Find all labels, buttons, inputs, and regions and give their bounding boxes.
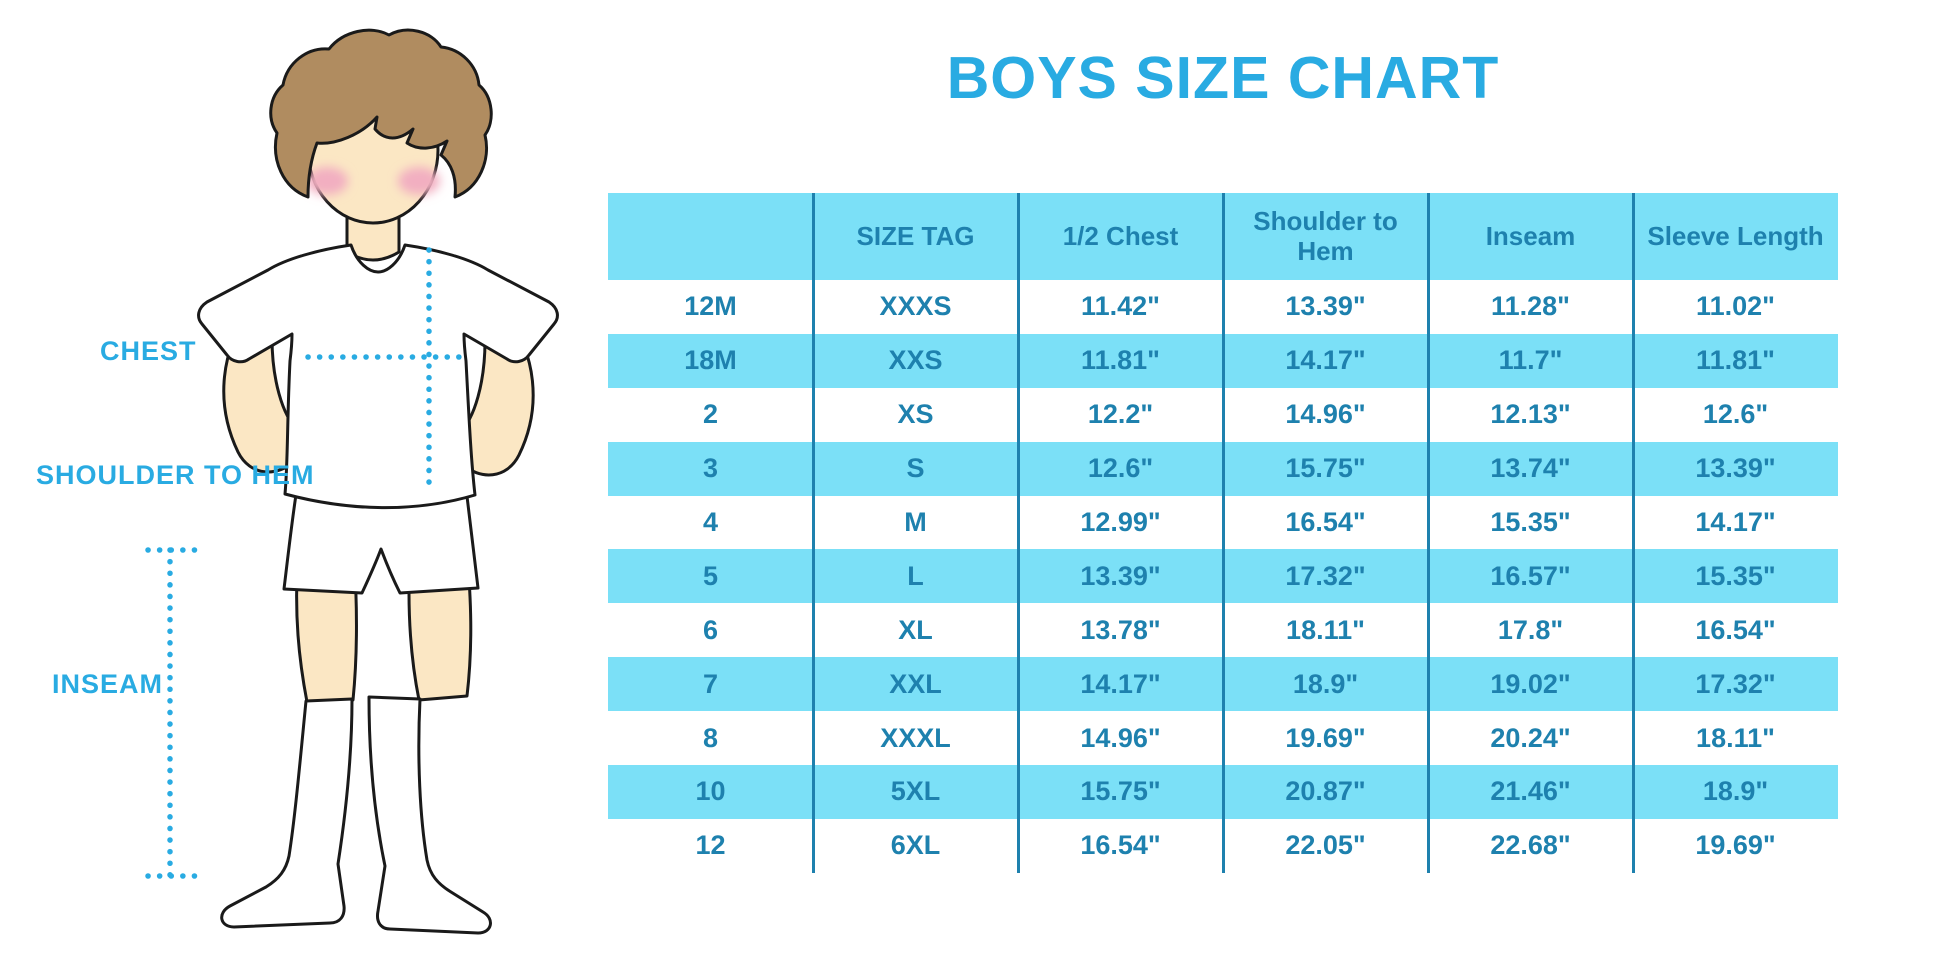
table-cell: 22.68" [1490,830,1571,861]
table-cell: 22.05" [1285,830,1366,861]
table-cell: XL [898,614,933,645]
table-cell: 14.17" [1285,345,1366,376]
table-cell: 11.81" [1696,345,1775,376]
figure-left-cheek [306,167,348,195]
column-header [608,193,813,280]
table-cell: 18.11" [1696,722,1775,753]
table-cell: XXL [889,668,942,699]
table-cell: 16.54" [1695,614,1776,645]
figure-tshirt [197,243,559,510]
table-cell: 5XL [890,776,941,807]
table-cell: 11.81" [1081,345,1160,376]
table-cell: XXS [888,345,943,376]
table-row: 4 M 12.99" 16.54" 15.35" 14.17" [608,495,1838,550]
table-cell: 12.99" [1080,507,1161,537]
table-cell: 21.46" [1490,776,1571,807]
table-row: 7 XXL 14.17" 18.9" 19.02" 17.32" [608,657,1838,712]
table-cell: 13.39" [1695,453,1776,484]
column-header: Sleeve Length [1647,220,1824,251]
size-table: SIZE TAG 1/2 Chest Shoulder to Hem Inseam Sl… [608,193,1838,873]
table-cell: L [907,560,924,591]
table-cell: 20.24" [1490,722,1571,753]
table-cell: 4 [702,507,719,537]
table-cell: 8 [702,722,719,753]
table-cell: XS [897,399,934,430]
table-cell: XXXS [879,291,952,322]
table-cell: 15.75" [1080,776,1161,807]
figure-hair [269,28,493,199]
table-cell: 13.78" [1080,614,1161,645]
table-cell: 19.02" [1490,668,1571,699]
table-cell: 15.75" [1285,453,1366,484]
inseam-label: INSEAM [52,669,164,699]
table-cell: 14.17" [1695,507,1776,537]
table-cell: 11.7" [1498,345,1563,376]
table-row: 2 XS 12.2" 14.96" 12.13" 12.6" [608,387,1838,442]
column-header: Shoulder to Hem [1253,205,1398,266]
table-cell: 12.13" [1490,399,1571,430]
chest-label: CHEST [100,336,197,366]
table-row: 10 5XL 15.75" 20.87" 21.46" 18.9" [608,765,1838,819]
table-cell: 11.02" [1696,291,1775,322]
table-cell: 13.39" [1080,560,1161,591]
table-cell: 2 [702,399,719,430]
table-cell: 16.57" [1490,560,1571,591]
table-cell: 18.9" [1702,776,1769,807]
figure-right-cheek [398,167,440,195]
table-cell: 5 [702,560,719,591]
table-row: 6 XL 13.78" 18.11" 17.8" 16.54" [608,603,1838,658]
table-cell: 11.42" [1081,291,1160,322]
table-cell: 19.69" [1695,830,1776,861]
table-cell: 11.28" [1491,291,1570,322]
table-cell: 19.69" [1285,722,1366,753]
table-row: 12 6XL 16.54" 22.05" 22.68" 19.69" [608,818,1838,873]
table-cell: 17.8" [1497,614,1564,645]
table-cell: 14.17" [1080,668,1161,699]
table-cell: 13.74" [1490,453,1571,484]
table-cell: S [906,453,925,484]
figure-left-sock [220,697,354,929]
table-cell: 17.32" [1285,560,1366,591]
table-cell: 3 [702,453,719,484]
table-cell: 12.6" [1702,399,1769,430]
figure-right-sock [367,695,492,935]
table-body: 12M XXXS 11.42" 13.39" 11.28" 11.02" 18M XXS 11.… [608,280,1838,873]
table-row: 5 L 13.39" 17.32" 16.57" 15.35" [608,549,1838,604]
boy-measurement-figure-illustration [145,28,559,935]
column-header: 1/2 Chest [1062,220,1179,251]
table-cell: M [904,507,927,537]
table-cell: 6 [702,614,719,645]
table-cell: 20.87" [1285,776,1366,807]
table-row: 18M XXS 11.81" 14.17" 11.7" 11.81" [608,333,1838,388]
table-cell: 16.54" [1285,507,1366,537]
table-cell: 12.6" [1087,453,1154,484]
table-cell: 12M [684,291,737,322]
table-row: 8 XXXL 14.96" 19.69" 20.24" 18.11" [608,711,1838,766]
table-cell: 14.96" [1080,722,1161,753]
table-row: 12M XXXS 11.42" 13.39" 11.28" 11.02" [608,280,1838,334]
column-header: SIZE TAG [856,220,975,251]
table-cell: 12.2" [1087,399,1154,430]
table-cell: 14.96" [1285,399,1366,430]
page-title: BOYS SIZE CHART [946,45,1500,111]
table-cell: XXXL [880,722,951,753]
table-cell: 6XL [890,830,941,861]
table-row: 3 S 12.6" 15.75" 13.74" 13.39" [608,441,1838,496]
table-cell: 16.54" [1080,830,1161,861]
table-cell: 15.35" [1490,507,1571,537]
table-cell: 13.39" [1285,291,1366,322]
table-cell: 10 [695,776,726,807]
table-cell: 18.9" [1292,668,1359,699]
table-header-row: SIZE TAG 1/2 Chest Shoulder to Hem Inseam Sl… [608,193,1838,280]
table-cell: 17.32" [1695,668,1776,699]
table-cell: 18M [684,345,737,376]
table-cell: 7 [702,668,719,699]
shoulder-to-hem-label: SHOULDER TO HEM [36,460,315,490]
table-cell: 12 [695,830,726,861]
column-header: Inseam [1485,220,1576,251]
table-cell: 18.11" [1286,614,1365,645]
table-cell: 15.35" [1695,560,1776,591]
